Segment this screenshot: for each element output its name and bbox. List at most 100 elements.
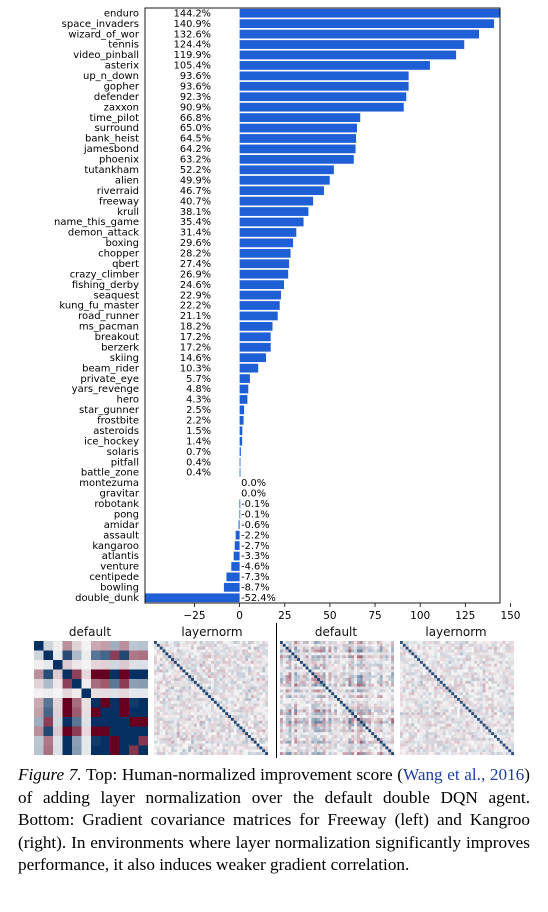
category-label-freeway: freeway <box>99 196 139 207</box>
category-label-time_pilot: time_pilot <box>89 113 139 124</box>
category-label-yars_revenge: yars_revenge <box>72 384 139 395</box>
category-label-kangaroo: kangaroo <box>92 541 139 552</box>
value-label-robotank: -0.1% <box>241 499 269 510</box>
bar-hero <box>239 395 248 404</box>
category-label-pitfall: pitfall <box>111 457 139 468</box>
x-tick-label: 100 <box>410 610 430 620</box>
category-label-gravitar: gravitar <box>100 489 140 500</box>
value-label-defender: 92.3% <box>180 92 211 103</box>
value-label-skiing: 14.6% <box>180 353 211 364</box>
kangaroo-default-label: default <box>314 625 358 639</box>
category-label-montezuma: montezuma <box>79 478 139 489</box>
value-label-centipede: -7.3% <box>241 572 269 583</box>
bar-ice_hockey <box>239 436 243 446</box>
bar-crazy_climber <box>239 269 289 279</box>
value-label-double_dunk: -52.4% <box>241 593 276 604</box>
category-label-jamesbond: jamesbond <box>83 144 139 155</box>
bar-solaris <box>239 447 241 457</box>
category-label-centipede: centipede <box>89 572 139 583</box>
value-label-gopher: 93.6% <box>180 81 211 92</box>
category-label-double_dunk: double_dunk <box>75 593 139 604</box>
value-label-asterix: 105.4% <box>174 61 211 72</box>
value-label-freeway: 40.7% <box>180 196 211 207</box>
category-label-fishing_derby: fishing_derby <box>72 280 139 291</box>
bar-double_dunk <box>145 593 240 603</box>
category-label-berzerk: berzerk <box>101 342 139 353</box>
value-label-yars_revenge: 4.8% <box>186 384 211 395</box>
category-label-krull: krull <box>117 207 139 218</box>
bar-star_gunner <box>239 405 245 415</box>
bar-amidar <box>238 520 240 530</box>
bar-bank_heist <box>239 134 357 143</box>
value-label-surround: 65.0% <box>180 123 211 134</box>
category-label-bowling: bowling <box>100 583 139 594</box>
caption-text-1: Top: Human-normalized improvement score … <box>81 765 403 784</box>
category-label-solaris: solaris <box>107 447 139 458</box>
category-label-star_gunner: star_gunner <box>79 405 140 416</box>
category-label-zaxxon: zaxxon <box>104 102 139 113</box>
category-label-asteroids: asteroids <box>93 426 139 437</box>
bar-up_n_down <box>239 71 409 81</box>
freeway-layernorm-label: layernorm <box>181 625 243 639</box>
value-label-bowling: -8.7% <box>241 583 269 594</box>
value-label-breakout: 17.2% <box>180 332 211 343</box>
bar-berzerk <box>239 342 271 352</box>
category-label-robotank: robotank <box>94 499 139 510</box>
citation-link[interactable]: Wang et al., 2016 <box>402 765 525 784</box>
panel-divider <box>276 623 277 758</box>
bar-phoenix <box>239 154 354 164</box>
category-label-amidar: amidar <box>104 520 140 531</box>
value-label-battle_zone: 0.4% <box>186 468 211 479</box>
bar-wizard_of_wor <box>239 29 480 39</box>
category-label-enduro: enduro <box>104 8 139 19</box>
value-label-hero: 4.3% <box>186 395 211 406</box>
bar-krull <box>239 207 309 216</box>
bar-atlantis <box>233 551 240 561</box>
figure-caption: Figure 7. Top: Human-normalized improvem… <box>18 764 530 877</box>
category-label-venture: venture <box>100 562 139 573</box>
category-label-name_this_game: name_this_game <box>54 217 139 228</box>
bar-chopper <box>239 248 291 258</box>
category-label-riverraid: riverraid <box>97 186 139 197</box>
category-label-breakout: breakout <box>95 332 139 343</box>
category-label-alien: alien <box>115 175 139 186</box>
value-label-private_eye: 5.7% <box>186 374 211 385</box>
category-label-space_invaders: space_invaders <box>62 19 139 30</box>
value-label-kangaroo: -2.7% <box>241 541 269 552</box>
bar-surround <box>239 123 357 133</box>
bar-beam_rider <box>239 363 259 373</box>
bar-gopher <box>239 81 409 91</box>
value-label-frostbite: 2.2% <box>186 416 211 427</box>
category-label-tutankham: tutankham <box>84 165 139 176</box>
bar-asterix <box>239 61 430 70</box>
value-label-pitfall: 0.4% <box>186 457 211 468</box>
category-label-asterix: asterix <box>105 61 139 72</box>
value-label-krull: 38.1% <box>180 207 211 218</box>
x-tick-label: 0 <box>236 610 243 620</box>
bar-space_invaders <box>239 19 495 29</box>
value-label-zaxxon: 90.9% <box>180 102 211 113</box>
freeway-default-heatmap <box>34 641 148 755</box>
value-label-tutankham: 52.2% <box>180 165 211 176</box>
value-label-qbert: 27.4% <box>180 259 211 270</box>
bar-demon_attack <box>239 228 297 237</box>
value-label-solaris: 0.7% <box>186 447 211 458</box>
value-label-ice_hockey: 1.4% <box>186 436 211 447</box>
category-label-qbert: qbert <box>112 259 139 270</box>
x-tick-label: 150 <box>500 610 520 620</box>
value-label-name_this_game: 35.4% <box>180 217 211 228</box>
value-label-crazy_climber: 26.9% <box>180 269 211 280</box>
value-label-kung_fu_master: 22.2% <box>180 301 211 312</box>
bar-pitfall <box>239 457 241 467</box>
category-label-surround: surround <box>94 123 139 134</box>
category-label-chopper: chopper <box>98 249 140 260</box>
category-label-boxing: boxing <box>105 238 139 249</box>
bar-enduro <box>239 8 500 18</box>
value-label-up_n_down: 93.6% <box>180 71 211 82</box>
bar-zaxxon <box>239 102 404 112</box>
value-label-amidar: -0.6% <box>241 520 269 531</box>
category-label-assault: assault <box>103 530 139 541</box>
value-label-jamesbond: 64.2% <box>180 144 211 155</box>
category-label-wizard_of_wor: wizard_of_wor <box>68 29 140 40</box>
x-tick-label: 25 <box>278 610 291 620</box>
